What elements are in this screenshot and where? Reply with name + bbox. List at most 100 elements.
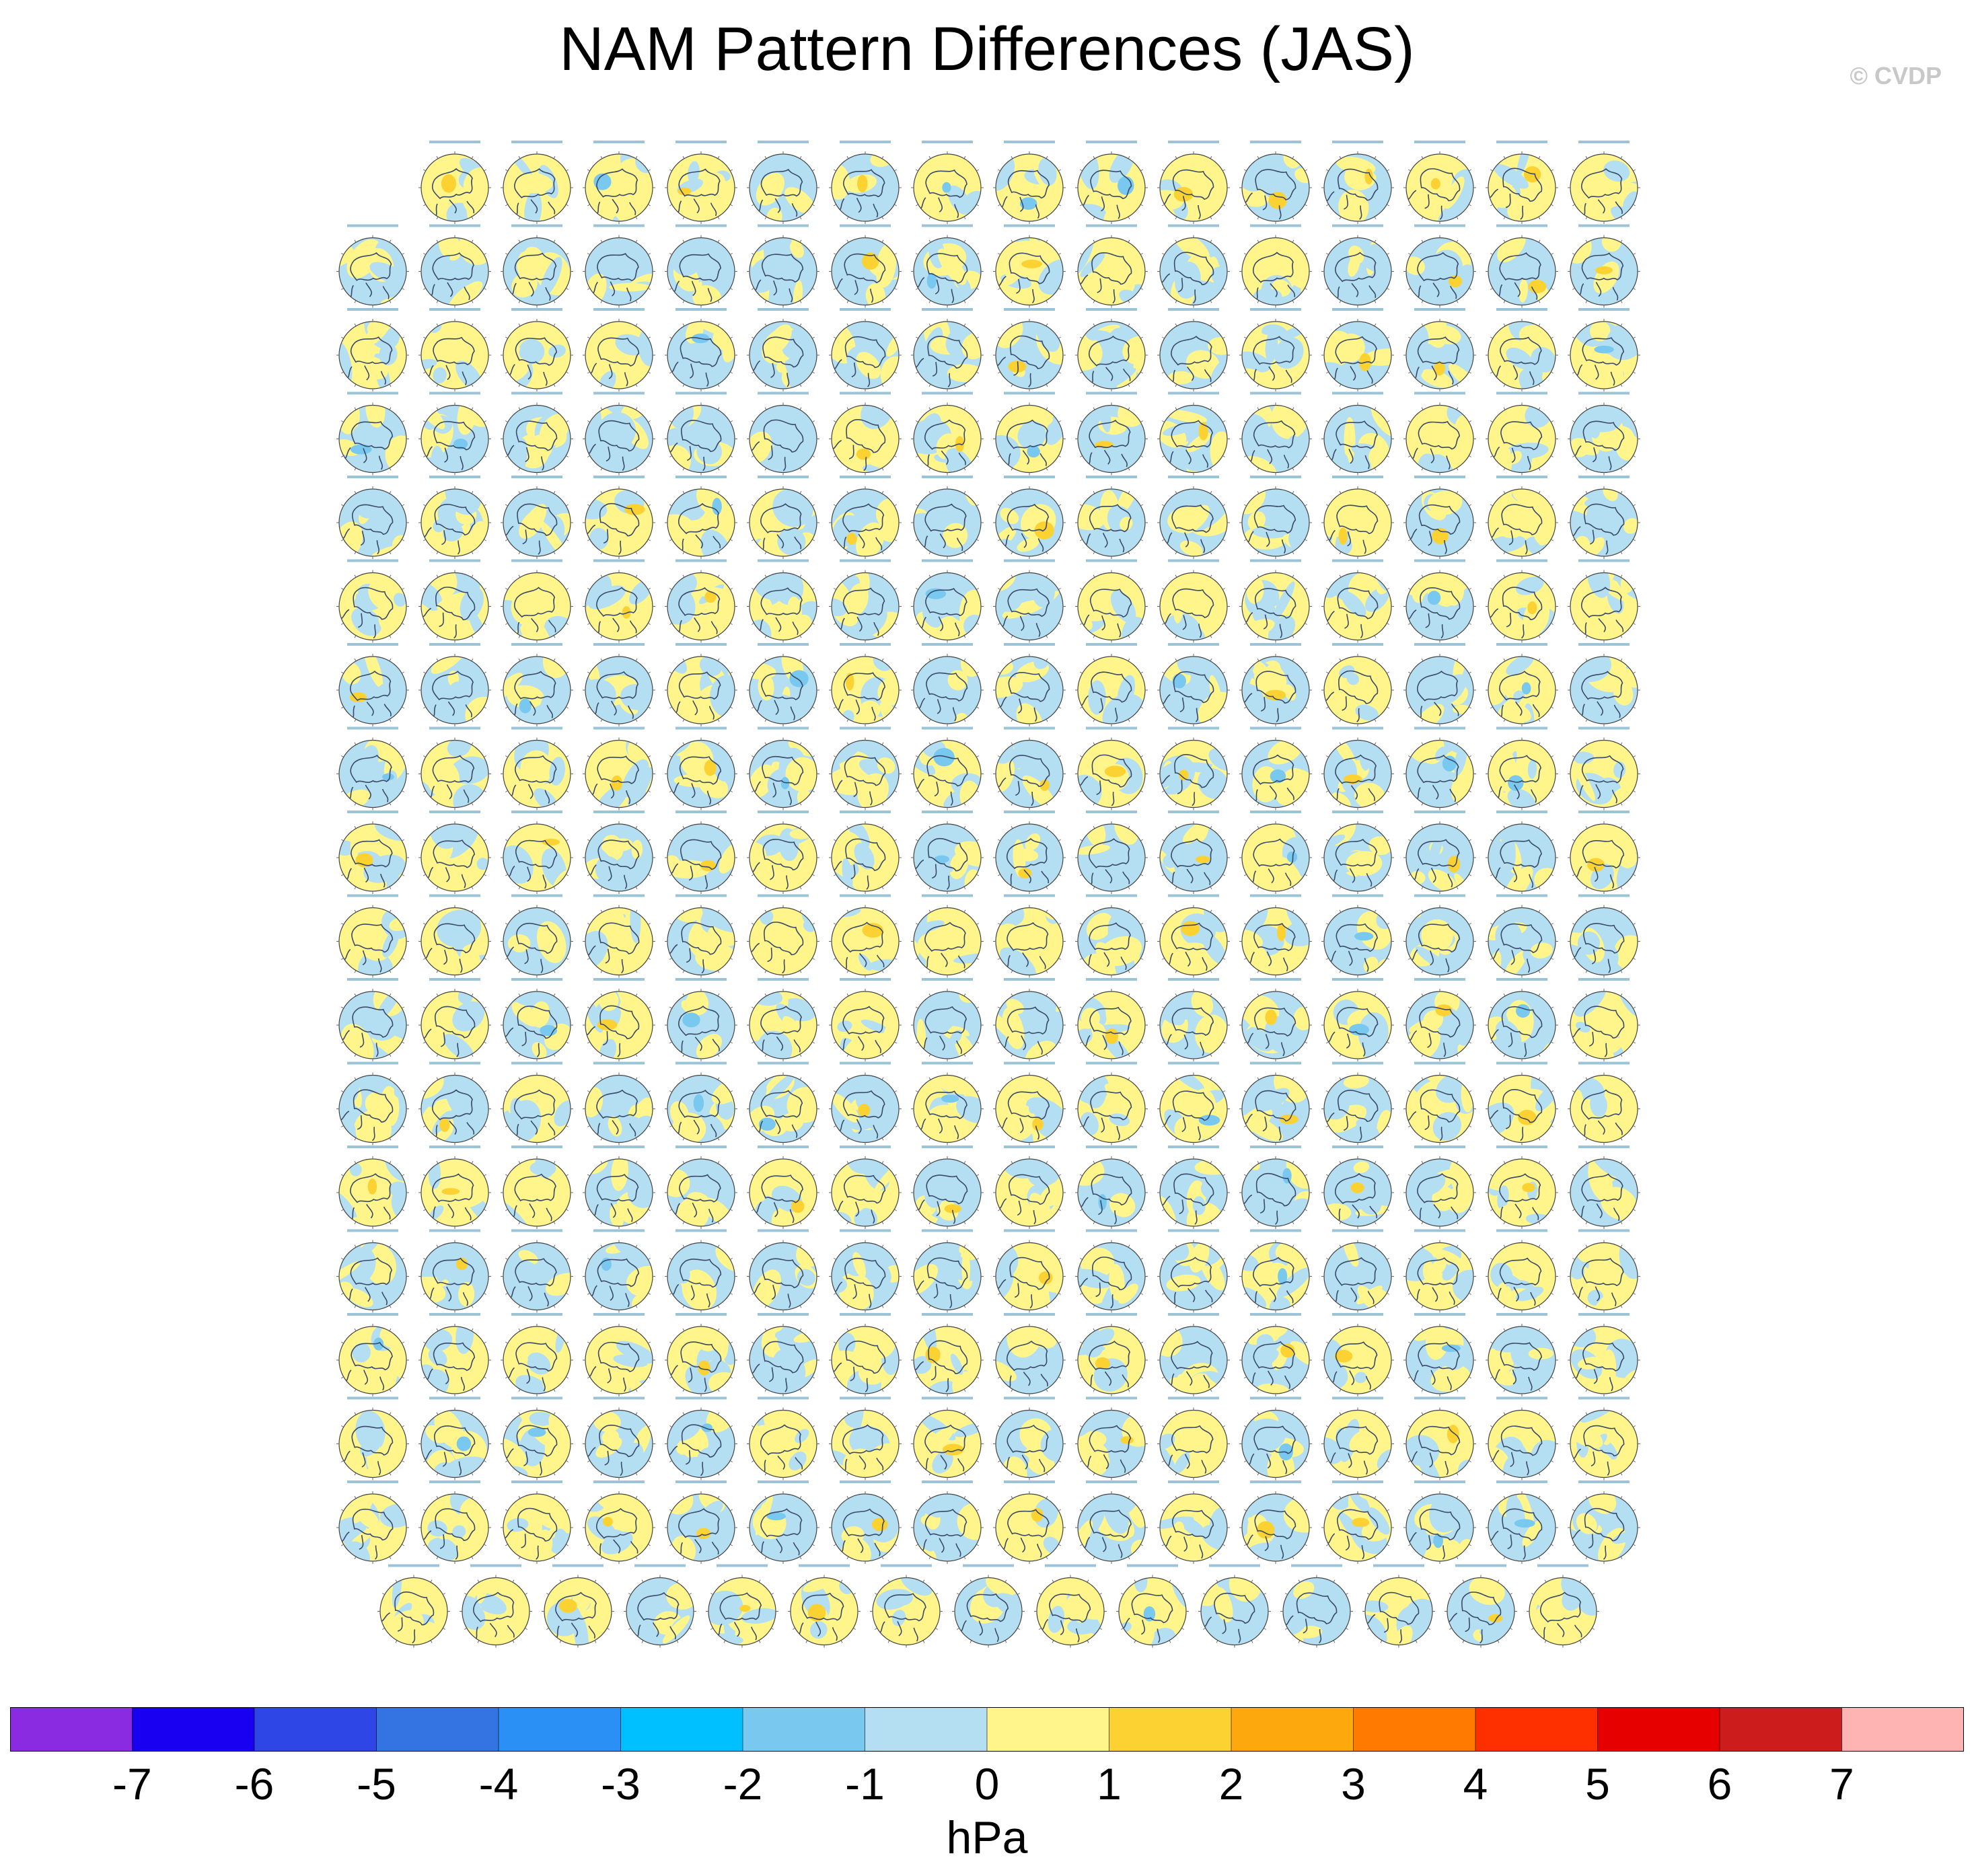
panel-title	[1250, 141, 1301, 143]
panel-tick	[1128, 1160, 1130, 1164]
panel-tick	[1292, 658, 1294, 661]
panel-tick	[915, 1041, 918, 1044]
panel-tick	[1538, 323, 1541, 326]
coastline	[514, 587, 556, 636]
panel-tick	[1387, 1006, 1390, 1009]
panel-tick	[1222, 790, 1226, 792]
panel-tick	[484, 671, 487, 674]
coastline	[1162, 169, 1214, 220]
panel-tick	[1140, 371, 1144, 374]
anomaly-region	[1099, 267, 1127, 297]
panel-tick	[648, 874, 651, 876]
panel-tick	[484, 1041, 487, 1044]
panel-title	[1414, 391, 1465, 395]
anomaly-region	[1588, 537, 1605, 556]
panel-tick	[1408, 755, 1411, 757]
panel-tick	[812, 839, 815, 841]
panel-tick	[894, 336, 898, 339]
panel-tick	[976, 455, 980, 457]
panel-tick	[1079, 1125, 1083, 1127]
panel-tick	[846, 155, 849, 159]
panel-tick	[682, 1077, 685, 1080]
panel-tick	[833, 1041, 836, 1044]
panel-tick	[894, 671, 898, 674]
panel-title	[1496, 224, 1547, 227]
panel-tick	[730, 874, 733, 876]
coastline	[1006, 419, 1049, 467]
polar-map-panel	[501, 476, 573, 559]
panel-tick	[1046, 719, 1048, 722]
panel-tick	[1572, 588, 1575, 590]
panel-tick	[340, 706, 344, 709]
panel-tick	[1046, 1077, 1048, 1080]
panel-tick	[635, 970, 638, 973]
panel-tick	[600, 802, 603, 806]
panel-tick	[1128, 300, 1130, 303]
panel-title	[922, 726, 973, 730]
strong-anomaly-region	[1021, 260, 1042, 268]
panel-tick	[600, 719, 603, 722]
panel-tick	[518, 217, 521, 220]
coastline	[1406, 168, 1461, 220]
polar-map-panel	[1321, 141, 1394, 224]
panel-tick	[1175, 658, 1177, 661]
panel-tick	[1503, 970, 1506, 973]
panel-tick	[997, 455, 1000, 457]
panel-tick	[1079, 1006, 1083, 1009]
panel-tick	[894, 371, 898, 374]
anomaly-region	[856, 352, 881, 379]
panel-tick	[915, 623, 918, 625]
panel-title	[1332, 643, 1383, 646]
polar-map-panel	[993, 1146, 1066, 1229]
panel-tick	[436, 742, 439, 745]
panel-tick	[682, 635, 685, 638]
panel-tick	[1011, 323, 1013, 326]
panel-tick	[764, 300, 767, 303]
panel-tick	[812, 958, 815, 960]
panel-tick	[1585, 407, 1588, 410]
panel-tick	[1222, 504, 1226, 506]
panel-tick	[1490, 958, 1493, 960]
panel-tick	[635, 490, 638, 494]
panel-tick	[1551, 1006, 1554, 1009]
strong-anomaly-region	[1265, 1010, 1277, 1025]
panel-tick	[1243, 169, 1247, 172]
polar-map-panel	[1403, 308, 1476, 391]
panel-title	[1168, 141, 1219, 143]
panel-tick	[894, 420, 898, 422]
panel-tick	[928, 574, 931, 578]
panel-tick	[1128, 384, 1130, 387]
coastline	[922, 503, 967, 552]
panel-tick	[518, 1054, 521, 1057]
panel-title	[675, 391, 727, 395]
panel-tick	[976, 420, 980, 422]
panel-tick	[1374, 239, 1377, 243]
panel-tick	[1011, 802, 1013, 806]
panel-tick	[402, 790, 405, 792]
polar-map-panel	[1239, 224, 1312, 308]
panel-tick	[881, 1160, 884, 1164]
panel-title	[758, 1061, 809, 1065]
panel-tick	[894, 588, 898, 590]
panel-title	[1168, 559, 1219, 562]
panel-tick	[1374, 300, 1377, 303]
panel-title	[758, 224, 809, 227]
panel-tick	[833, 1006, 836, 1009]
polar-map-panel	[1321, 559, 1394, 643]
anomaly-region	[1080, 253, 1105, 277]
panel-title	[1250, 224, 1301, 227]
polar-map-panel	[583, 141, 655, 224]
panel-tick	[846, 490, 849, 494]
panel-tick	[1046, 155, 1048, 159]
polar-map-panel	[829, 224, 902, 308]
panel-tick	[340, 371, 344, 374]
panel-tick	[764, 217, 767, 220]
panel-tick	[1551, 420, 1554, 422]
panel-tick	[1305, 755, 1308, 757]
panel-tick	[505, 1041, 508, 1044]
panel-tick	[566, 923, 569, 925]
panel-title	[593, 811, 645, 813]
panel-title	[922, 643, 973, 646]
panel-tick	[1046, 574, 1048, 578]
panel-tick	[730, 588, 733, 590]
